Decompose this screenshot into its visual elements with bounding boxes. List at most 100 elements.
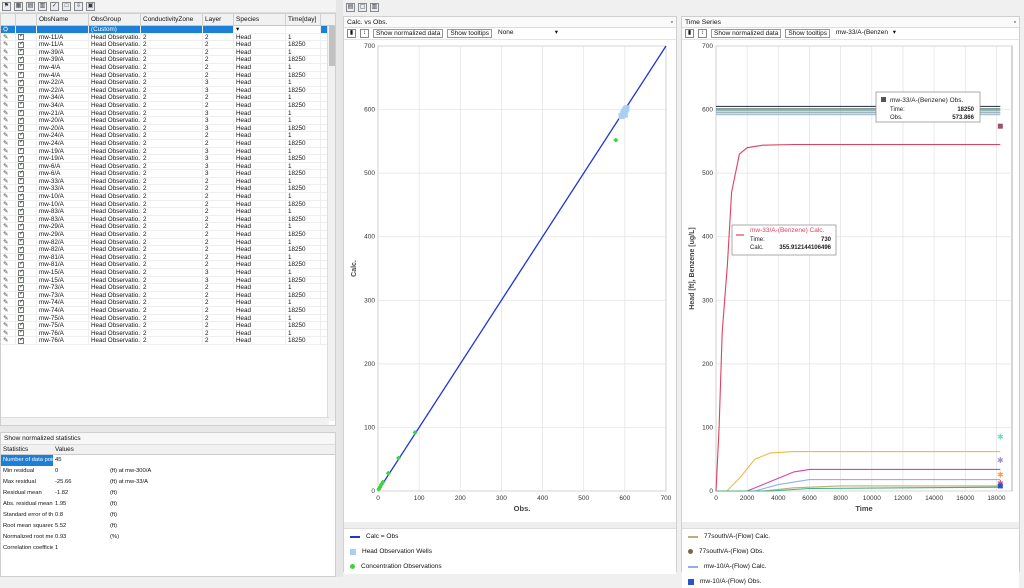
row-checkbox[interactable] <box>16 56 37 63</box>
col-header-obsname[interactable]: ObsName <box>37 14 89 25</box>
legend-toggle-icon[interactable]: ▮ <box>347 29 356 38</box>
pointer-icon[interactable]: ↕ <box>360 29 369 38</box>
columns-icon[interactable]: ▥ <box>38 1 47 11</box>
row-checkbox[interactable] <box>16 41 37 48</box>
col-header-time[interactable]: Time[day] <box>286 14 321 25</box>
folder-icon[interactable]: ▤ <box>26 1 35 11</box>
filter-custom-label[interactable]: (Custom) <box>89 26 141 33</box>
col-header-select[interactable] <box>1 14 16 25</box>
row-checkbox[interactable] <box>16 170 37 177</box>
row-checkbox[interactable] <box>16 94 37 101</box>
row-checkbox[interactable] <box>16 306 37 314</box>
edit-icon[interactable]: ✎ <box>1 246 16 253</box>
row-checkbox[interactable] <box>16 63 37 71</box>
row-checkbox[interactable] <box>16 314 37 322</box>
row-checkbox[interactable] <box>16 33 37 41</box>
stats-row[interactable]: Residual mean -1.82 (ft) <box>1 488 335 499</box>
edit-icon[interactable]: ✎ <box>1 63 16 71</box>
grid-scroll-thumb[interactable] <box>329 26 335 66</box>
calc-tooltips-button[interactable]: Show tooltips <box>447 29 492 38</box>
export-icon[interactable]: ⇩ <box>74 1 83 11</box>
row-checkbox[interactable] <box>16 337 37 344</box>
edit-icon[interactable]: ✎ <box>1 71 16 79</box>
grid-horizontal-scrollbar[interactable] <box>1 417 329 425</box>
stats-splitter[interactable] <box>0 426 336 432</box>
edit-icon[interactable]: ✎ <box>1 33 16 41</box>
chart-split-icon[interactable]: ▥ <box>370 3 379 12</box>
edit-icon[interactable]: ✎ <box>1 276 16 284</box>
maximize-icon[interactable]: ▫ <box>670 19 673 26</box>
stats-row[interactable]: Root mean squared 5.52 (ft) <box>1 521 335 532</box>
edit-icon[interactable]: ✎ <box>1 193 16 200</box>
row-checkbox[interactable] <box>16 124 37 132</box>
maximize-icon[interactable]: ▫ <box>1013 19 1016 26</box>
legend-item[interactable]: Calc = Obs <box>344 529 676 544</box>
filter-icon[interactable]: ⚑ <box>2 1 11 11</box>
edit-icon[interactable]: ✎ <box>1 101 16 109</box>
row-checkbox[interactable] <box>16 109 37 117</box>
row-checkbox[interactable] <box>16 132 37 139</box>
filter-row[interactable]: ⛭ (Custom) ▾ <box>1 26 335 34</box>
stats-row[interactable]: Correlation coefficient1 <box>1 543 335 554</box>
edit-icon[interactable]: ✎ <box>1 306 16 314</box>
edit-icon[interactable]: ✎ <box>1 215 16 223</box>
row-checkbox[interactable] <box>16 299 37 306</box>
legend-toggle-icon[interactable]: ▮ <box>685 29 694 38</box>
edit-icon[interactable]: ✎ <box>1 223 16 231</box>
legend-item[interactable]: Head Observation Wells <box>344 544 676 559</box>
edit-icon[interactable]: ✎ <box>1 139 16 147</box>
row-checkbox[interactable] <box>16 253 37 261</box>
row-checkbox[interactable] <box>16 208 37 215</box>
filter-species-dropdown[interactable]: ▾ <box>234 26 286 33</box>
row-checkbox[interactable] <box>16 101 37 109</box>
col-header-obsgroup[interactable]: ObsGroup <box>89 14 141 25</box>
row-checkbox[interactable] <box>16 261 37 268</box>
edit-icon[interactable]: ✎ <box>1 48 16 56</box>
edit-icon[interactable]: ✎ <box>1 291 16 299</box>
legend-item[interactable]: 77south/A-(Flow) Obs. <box>682 544 1019 559</box>
row-checkbox[interactable] <box>16 238 37 246</box>
stats-row[interactable]: Min residual 0 (ft) at mw-300/A <box>1 466 335 477</box>
grid-vertical-scrollbar[interactable] <box>327 26 335 421</box>
ts-series-dropdown[interactable]: mw-33/A-(Benzen <box>834 29 896 38</box>
ts-legend-splitter[interactable] <box>682 522 1019 528</box>
edit-icon[interactable]: ✎ <box>1 56 16 63</box>
calc-vs-obs-chart[interactable]: 0 100 200 300 400 500 600 700 0 100 200 300 400 500 60… <box>344 40 676 520</box>
row-checkbox[interactable] <box>16 193 37 200</box>
edit-icon[interactable]: ✎ <box>1 177 16 185</box>
calc-normalized-button[interactable]: Show normalized data <box>373 29 444 38</box>
edit-icon[interactable]: ✎ <box>1 94 16 101</box>
pointer-icon[interactable]: ↕ <box>698 29 707 38</box>
chart-single-icon[interactable]: ▢ <box>358 3 367 12</box>
legend-item[interactable]: 77south/A-(Flow) Calc. <box>682 529 1019 544</box>
edit-icon[interactable]: ✎ <box>1 124 16 132</box>
legend-item[interactable]: mw-10/A-(Flow) Obs. <box>682 574 1019 588</box>
edit-icon[interactable]: ✎ <box>1 208 16 215</box>
chart-layout-icon[interactable]: ▤ <box>346 3 355 12</box>
edit-icon[interactable]: ✎ <box>1 185 16 193</box>
calc-series-dropdown[interactable]: None <box>496 29 558 38</box>
row-checkbox[interactable] <box>16 215 37 223</box>
row-checkbox[interactable] <box>16 71 37 79</box>
vertical-splitter[interactable] <box>336 0 343 577</box>
col-header-check[interactable] <box>16 14 37 25</box>
